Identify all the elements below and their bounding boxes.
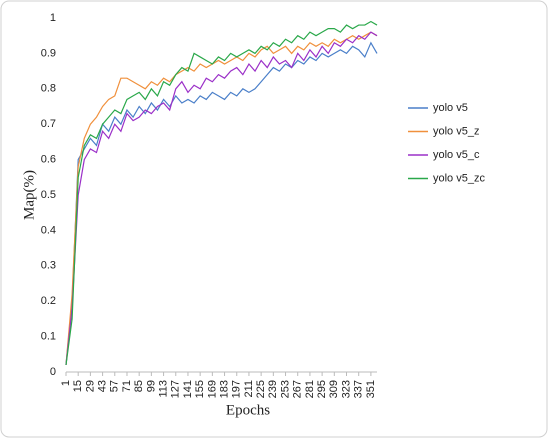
- legend-label: yolo v5: [433, 102, 468, 114]
- y-tick-label: 0.7: [41, 118, 56, 130]
- x-tick-label: 169: [206, 380, 218, 398]
- legend-label: yolo v5_c: [433, 149, 480, 161]
- legend-label: yolo v5_zc: [433, 172, 485, 184]
- x-tick-label: 239: [267, 380, 279, 398]
- x-tick-label: 351: [365, 380, 377, 398]
- y-tick-label: 0.6: [41, 154, 56, 166]
- y-tick-label: 1: [50, 12, 56, 24]
- x-tick-label: 99: [145, 380, 157, 392]
- y-axis-label: Map(%): [21, 170, 37, 220]
- y-tick-label: 0.5: [41, 189, 56, 201]
- series-line: [65, 20, 378, 365]
- x-tick-label: 29: [84, 380, 96, 392]
- x-tick-label: 337: [353, 380, 365, 398]
- x-tick-label: 57: [109, 380, 121, 392]
- x-tick-label: 183: [218, 380, 230, 398]
- y-tick-label: 0.4: [41, 224, 56, 236]
- x-tick-label: 15: [72, 380, 84, 392]
- x-tick-label: 253: [279, 380, 291, 398]
- x-tick-label: 71: [121, 380, 133, 392]
- y-tick-label: 0.3: [41, 260, 56, 272]
- y-tick-label: 0: [50, 366, 56, 378]
- x-axis-label: Epochs: [226, 402, 270, 418]
- y-tick-label: 0.9: [41, 47, 56, 59]
- x-tick-label: 141: [182, 380, 194, 398]
- x-tick-label: 197: [231, 380, 243, 398]
- y-tick-label: 0.1: [41, 331, 56, 343]
- x-tick-label: 295: [316, 380, 328, 398]
- x-tick-label: 267: [292, 380, 304, 398]
- x-tick-label: 323: [340, 380, 352, 398]
- y-tick-label: 0.8: [41, 83, 56, 95]
- x-tick-label: 127: [170, 380, 182, 398]
- y-tick-label: 0.2: [41, 295, 56, 307]
- series-line: [65, 31, 378, 365]
- series-line: [65, 31, 378, 365]
- x-tick-label: 113: [157, 380, 169, 398]
- series-line: [65, 41, 378, 365]
- x-tick-label: 85: [133, 380, 145, 392]
- x-tick-label: 281: [304, 380, 316, 398]
- x-tick-label: 155: [194, 380, 206, 398]
- x-tick-label: 225: [255, 380, 267, 398]
- x-tick-label: 309: [328, 380, 340, 398]
- x-tick-label: 43: [96, 380, 108, 392]
- legend-label: yolo v5_z: [433, 125, 479, 137]
- x-tick-label: 1: [60, 380, 72, 386]
- x-tick-label: 211: [243, 380, 255, 398]
